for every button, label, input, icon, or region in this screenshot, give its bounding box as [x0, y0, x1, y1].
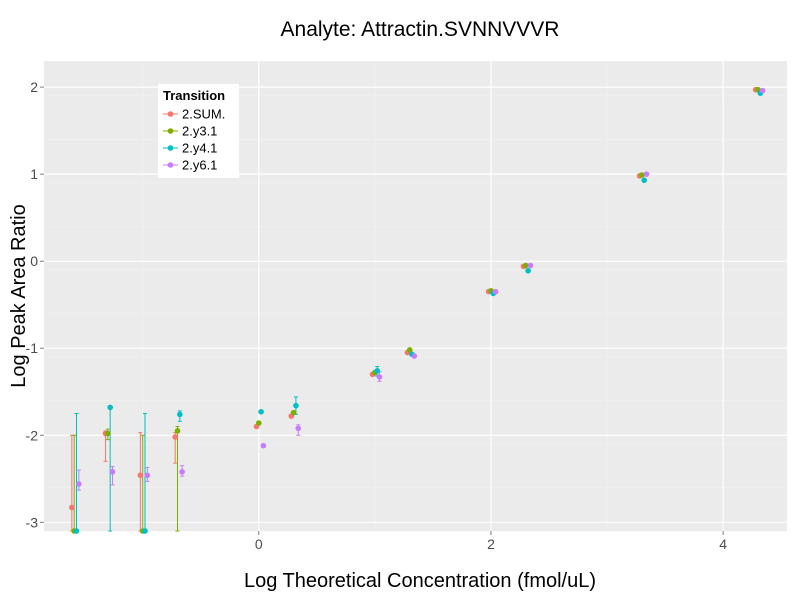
x-tick-label: 4	[719, 536, 727, 552]
legend-key-point	[167, 145, 174, 151]
data-point	[525, 267, 531, 274]
data-point	[411, 353, 418, 359]
data-point	[295, 425, 302, 432]
data-point	[177, 411, 183, 418]
data-point	[376, 374, 383, 380]
data-point	[260, 442, 267, 449]
legend-label: 2.y6.1	[182, 158, 217, 173]
data-point	[643, 171, 650, 177]
data-point	[527, 262, 534, 269]
y-tick-label: -2	[26, 427, 39, 443]
data-point	[109, 469, 116, 475]
y-axis-title: Log Peak Area Ratio	[8, 204, 30, 387]
legend-label: 2.SUM.	[182, 107, 225, 122]
data-point	[107, 404, 113, 411]
data-point	[76, 481, 82, 487]
legend-key-point	[167, 162, 174, 168]
data-point	[142, 528, 148, 534]
x-axis-title: Log Theoretical Concentration (fmol/uL)	[244, 570, 596, 592]
grid-lines	[44, 61, 787, 532]
data-point	[255, 420, 262, 426]
data-point	[639, 172, 645, 178]
data-point	[69, 504, 75, 511]
data-point	[174, 428, 181, 434]
data-point	[179, 469, 185, 475]
data-point	[258, 408, 264, 415]
legend-key-point	[167, 128, 174, 134]
data-point	[406, 347, 413, 353]
data-point	[293, 402, 299, 409]
y-tick-label: -3	[26, 514, 39, 530]
y-tick-label: 0	[30, 253, 38, 269]
data-point	[73, 528, 80, 534]
y-axis-ticks: -3 -2 -1 0 1 2	[26, 79, 44, 530]
chart-title: Analyte: Attractin.SVNNVVVR	[281, 18, 560, 41]
legend-label: 2.y3.1	[182, 124, 217, 139]
legend-label: 2.y4.1	[182, 141, 217, 156]
legend: Transition 2.SUM. 2.y3.1 2.y4.1 2.y6.1	[158, 84, 239, 178]
x-axis-ticks: 0 2 4	[255, 531, 727, 552]
plot-panel	[44, 61, 787, 531]
y-tick-label: 1	[30, 166, 38, 182]
data-point	[374, 368, 380, 374]
y-tick-label: -1	[26, 340, 39, 356]
data-point	[522, 262, 529, 269]
legend-title: Transition	[163, 88, 225, 103]
data-point	[172, 434, 178, 440]
x-tick-label: 2	[487, 536, 495, 552]
data-points	[69, 86, 766, 534]
data-point	[290, 409, 297, 416]
y-tick-label: 2	[30, 79, 38, 95]
data-point	[641, 177, 648, 184]
legend-key-point	[167, 111, 174, 117]
x-tick-label: 0	[255, 536, 263, 552]
data-point	[759, 87, 766, 94]
data-point	[492, 288, 499, 295]
data-point	[144, 472, 151, 479]
data-point	[137, 472, 144, 479]
data-point	[105, 430, 111, 437]
